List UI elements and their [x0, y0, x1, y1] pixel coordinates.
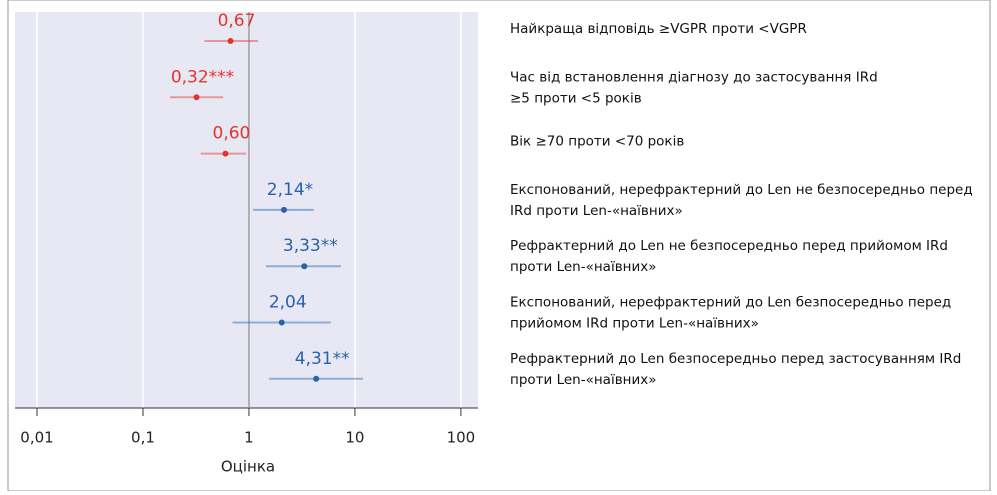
- point-estimate: [227, 38, 234, 44]
- point-estimate: [278, 319, 285, 326]
- row-label: Експонований, нерефрактерний до Len не б…: [510, 182, 973, 198]
- value-label: 0,60: [213, 124, 251, 144]
- point-estimate: [313, 375, 320, 382]
- point-estimate: [301, 263, 308, 270]
- point-estimate: [193, 94, 200, 101]
- value-label: 2,14*: [267, 180, 313, 200]
- row-label: Вік ≥70 проти <70 років: [510, 134, 684, 150]
- value-label: 0,32***: [171, 67, 234, 87]
- row-label: Експонований, нерефрактерний до Len безп…: [510, 295, 951, 311]
- row-label: Рефрактерний до Len безпосередньо перед …: [510, 351, 961, 367]
- row-label: прийомом IRd проти Len-«наївних»: [510, 316, 759, 332]
- value-label: 3,33**: [283, 236, 338, 256]
- point-estimate: [222, 150, 229, 157]
- row-label: ≥5 проти <5 років: [510, 90, 642, 106]
- value-label: 0,67: [218, 11, 256, 31]
- row-label: Час від встановлення діагнозу до застосу…: [510, 69, 878, 85]
- row-label: Рефрактерний до Len не безпосередньо пер…: [510, 238, 948, 254]
- row-label: проти Len-«наївних»: [510, 259, 657, 275]
- row-label: проти Len-«наївних»: [510, 372, 657, 388]
- point-estimate: [280, 206, 287, 213]
- x-tick-label: 10: [345, 429, 364, 447]
- value-label: 2,04: [269, 293, 307, 313]
- row-label: Найкраща відповідь ≥VGPR проти <VGPR: [510, 21, 807, 37]
- row-label: IRd проти Len-«наївних»: [510, 203, 683, 219]
- plot-area: [15, 12, 478, 408]
- x-tick-label: 1: [244, 429, 254, 447]
- x-tick-label: 0,01: [20, 429, 53, 447]
- x-tick-label: 100: [447, 429, 476, 447]
- value-label: 4,31**: [295, 349, 350, 369]
- x-tick-label: 0,1: [131, 429, 155, 447]
- x-axis-label: Оцінка: [221, 458, 275, 476]
